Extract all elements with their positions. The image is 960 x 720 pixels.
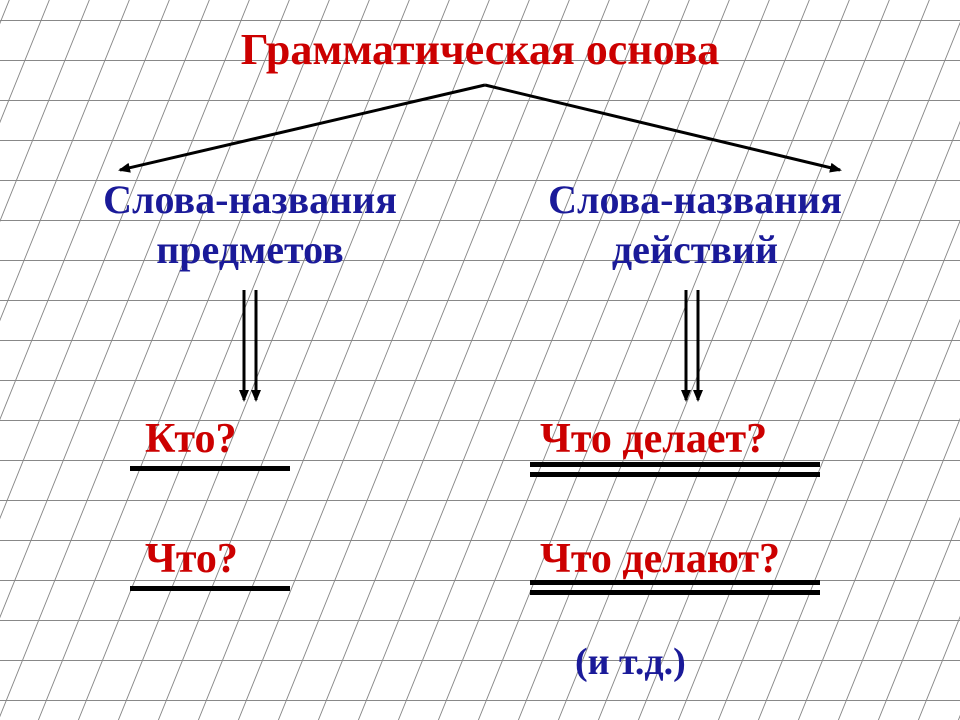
arrows-svg (0, 0, 960, 720)
right-underline-1 (530, 462, 820, 477)
grid-hline (0, 620, 960, 621)
grid-vline (738, 0, 960, 720)
right-underline-2 (530, 580, 820, 595)
grid-vline (378, 0, 710, 720)
grid-hline (0, 300, 960, 301)
left-underline-1 (130, 466, 290, 471)
grid-vline (58, 0, 390, 720)
grid-vline (98, 0, 430, 720)
fork-arrows (120, 85, 840, 170)
grid-hline (0, 380, 960, 381)
grid-vline (458, 0, 790, 720)
grid-vline (938, 0, 960, 720)
grid-vline (858, 0, 960, 720)
right-question-2: Что делают? (540, 535, 780, 583)
grid-vline (178, 0, 510, 720)
grid-hline (0, 460, 960, 461)
right-branch-line2: действий (612, 227, 778, 272)
grid-hline (0, 340, 960, 341)
grid-hline (0, 660, 960, 661)
grid-vline (338, 0, 670, 720)
right-branch-label: Слова-названия действий (505, 175, 885, 275)
right-branch-line1: Слова-названия (548, 177, 842, 222)
left-branch-line1: Слова-названия (103, 177, 397, 222)
left-question-1: Кто? (145, 415, 237, 463)
grid-vline (0, 0, 230, 720)
grid-vline (18, 0, 350, 720)
grid-vline (218, 0, 550, 720)
left-branch-label: Слова-названия предметов (60, 175, 440, 275)
right-question-1: Что делает? (540, 415, 767, 463)
grid-hline (0, 420, 960, 421)
grid-vline (498, 0, 830, 720)
page: Грамматическая основа Слова-названия пре… (0, 0, 960, 720)
grid-vline (578, 0, 910, 720)
title: Грамматическая основа (0, 24, 960, 75)
grid-vline (538, 0, 870, 720)
grid-vline (298, 0, 630, 720)
grid-vline (138, 0, 470, 720)
grid-vline (418, 0, 750, 720)
grid-hline (0, 500, 960, 501)
grid-hline (0, 140, 960, 141)
left-underline-2 (130, 586, 290, 591)
grid-vline (0, 0, 110, 720)
footnote: (и т.д.) (575, 640, 686, 684)
grid-hline (0, 540, 960, 541)
left-question-2: Что? (145, 535, 238, 583)
grid-vline (818, 0, 960, 720)
left-branch-line2: предметов (156, 227, 343, 272)
grid-vline (618, 0, 950, 720)
grid-hline (0, 100, 960, 101)
grid-vline (0, 0, 70, 720)
grid-vline (258, 0, 590, 720)
grid-hline (0, 700, 960, 701)
grid-vline (898, 0, 960, 720)
